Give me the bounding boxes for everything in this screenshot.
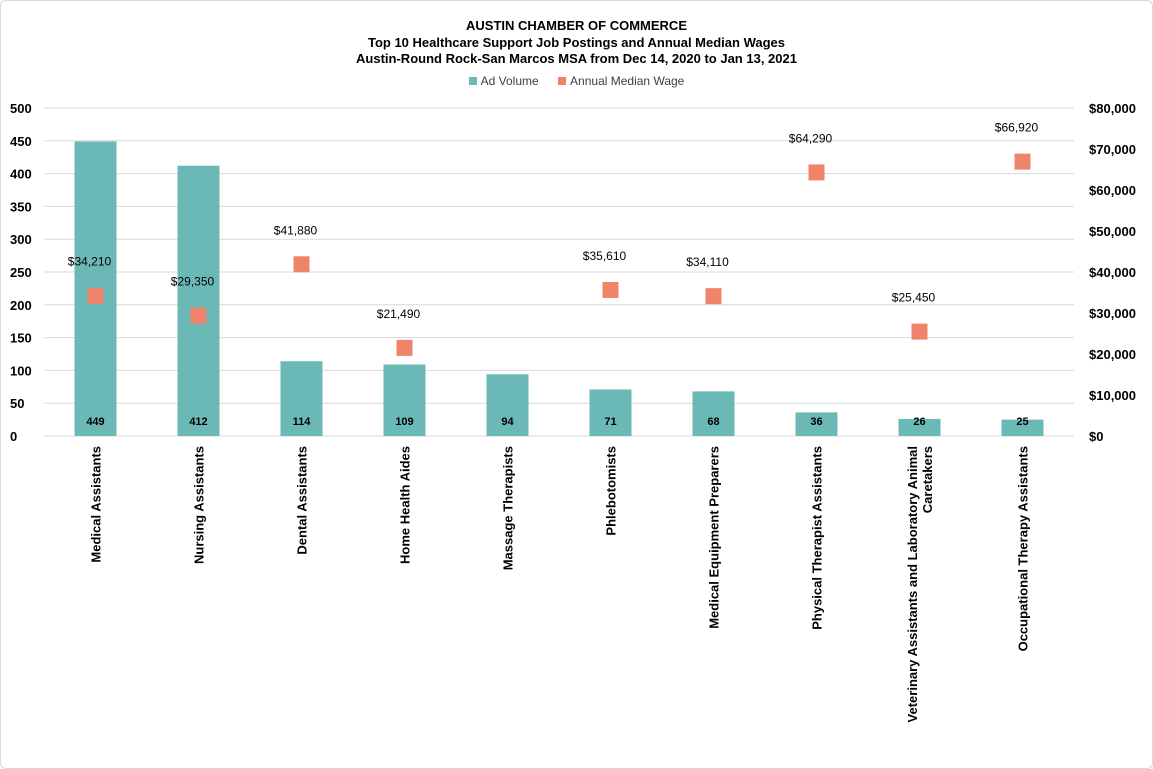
- bar: [1001, 419, 1044, 436]
- chart-title: AUSTIN CHAMBER OF COMMERCE: [466, 18, 687, 33]
- bar-data-label: 25: [1016, 416, 1028, 428]
- wage-marker: [293, 256, 310, 273]
- bar-data-label: 94: [501, 416, 514, 428]
- wage-data-label: $34,210: [68, 255, 112, 269]
- y-left-tick-label: 400: [10, 167, 32, 182]
- bar-data-label: 114: [293, 416, 312, 428]
- category-label: Dental Assistants: [295, 446, 310, 555]
- wage-marker: [190, 307, 207, 324]
- y-left-tick-label: 0: [10, 429, 17, 444]
- category-label: Occupational Therapy Assistants: [1016, 446, 1031, 651]
- y-right-tick-label: $40,000: [1089, 265, 1136, 280]
- wage-data-label: $34,110: [686, 255, 729, 269]
- wage-marker: [911, 323, 928, 340]
- bar-data-label: 36: [810, 416, 822, 428]
- legend-swatch-ad-volume: [468, 77, 477, 85]
- wage-marker: [705, 288, 722, 305]
- category-label: Physical Therapist Assistants: [810, 446, 825, 630]
- y-left-tick-label: 350: [10, 199, 32, 214]
- bar-data-label: 412: [189, 416, 207, 428]
- legend-label-annual-median-wage: Annual Median Wage: [570, 74, 685, 88]
- wage-data-label: $66,920: [995, 121, 1039, 135]
- category-label: Massage Therapists: [501, 446, 516, 570]
- bar-data-label: 109: [395, 416, 413, 428]
- legend-item-annual-median-wage: Annual Median Wage: [558, 74, 684, 88]
- y-right-tick-label: $20,000: [1089, 347, 1136, 362]
- category-label: Phlebotomists: [604, 446, 619, 536]
- category-label: Medical Assistants: [89, 446, 104, 563]
- wage-marker: [87, 287, 104, 304]
- y-left-tick-label: 150: [10, 331, 32, 346]
- category-label: Medical Equipment Preparers: [707, 446, 722, 629]
- wage-marker: [1014, 153, 1031, 170]
- y-left-tick-label: 50: [10, 396, 24, 411]
- bar: [280, 361, 323, 436]
- category-label: Nursing Assistants: [192, 446, 207, 564]
- y-right-tick-label: $60,000: [1089, 183, 1136, 198]
- y-left-tick-label: 200: [10, 298, 32, 313]
- bar: [177, 165, 220, 436]
- y-left-tick-label: 500: [10, 101, 32, 116]
- wage-data-label: $29,350: [171, 275, 215, 289]
- wage-marker: [602, 281, 619, 298]
- wage-data-label: $25,450: [892, 291, 936, 305]
- chart-subtitle-2: Austin-Round Rock-San Marcos MSA from De…: [356, 51, 797, 66]
- category-label: Home Health Aides: [398, 446, 413, 564]
- bar-data-label: 449: [86, 416, 104, 428]
- y-left-tick-label: 100: [10, 363, 32, 378]
- y-right-tick-label: $30,000: [1089, 306, 1136, 321]
- category-label: Caretakers: [920, 446, 935, 513]
- wage-marker: [808, 164, 825, 181]
- y-left-tick-label: 450: [10, 134, 32, 149]
- wage-data-label: $35,610: [583, 249, 627, 263]
- y-right-tick-label: $50,000: [1089, 224, 1136, 239]
- bar-data-label: 68: [707, 416, 719, 428]
- legend-label-ad-volume: Ad Volume: [480, 74, 539, 88]
- bar: [383, 364, 426, 436]
- bar-data-label: 26: [913, 416, 925, 428]
- legend-swatch-annual-median-wage: [558, 77, 567, 85]
- chart-legend: Ad Volume Annual Median Wage: [0, 74, 1153, 88]
- y-right-tick-label: $70,000: [1089, 142, 1136, 157]
- bar: [692, 391, 735, 436]
- wage-data-label: $64,290: [789, 131, 833, 145]
- wage-data-label: $21,490: [377, 307, 421, 321]
- bar: [486, 374, 529, 436]
- y-right-tick-label: $80,000: [1089, 101, 1136, 116]
- bar: [589, 389, 632, 436]
- bar: [898, 418, 941, 436]
- y-right-tick-label: $10,000: [1089, 388, 1136, 403]
- bar: [795, 412, 838, 436]
- y-right-tick-label: $0: [1089, 429, 1103, 444]
- chart-subtitle-1: Top 10 Healthcare Support Job Postings a…: [367, 35, 785, 50]
- category-label: Veterinary Assistants and Laboratory Ani…: [905, 446, 920, 722]
- legend-item-ad-volume: Ad Volume: [468, 74, 539, 88]
- y-left-tick-label: 300: [10, 232, 32, 247]
- wage-marker: [396, 339, 413, 356]
- bar-data-label: 71: [604, 416, 616, 428]
- y-left-tick-label: 250: [10, 265, 32, 280]
- wage-data-label: $41,880: [274, 223, 318, 237]
